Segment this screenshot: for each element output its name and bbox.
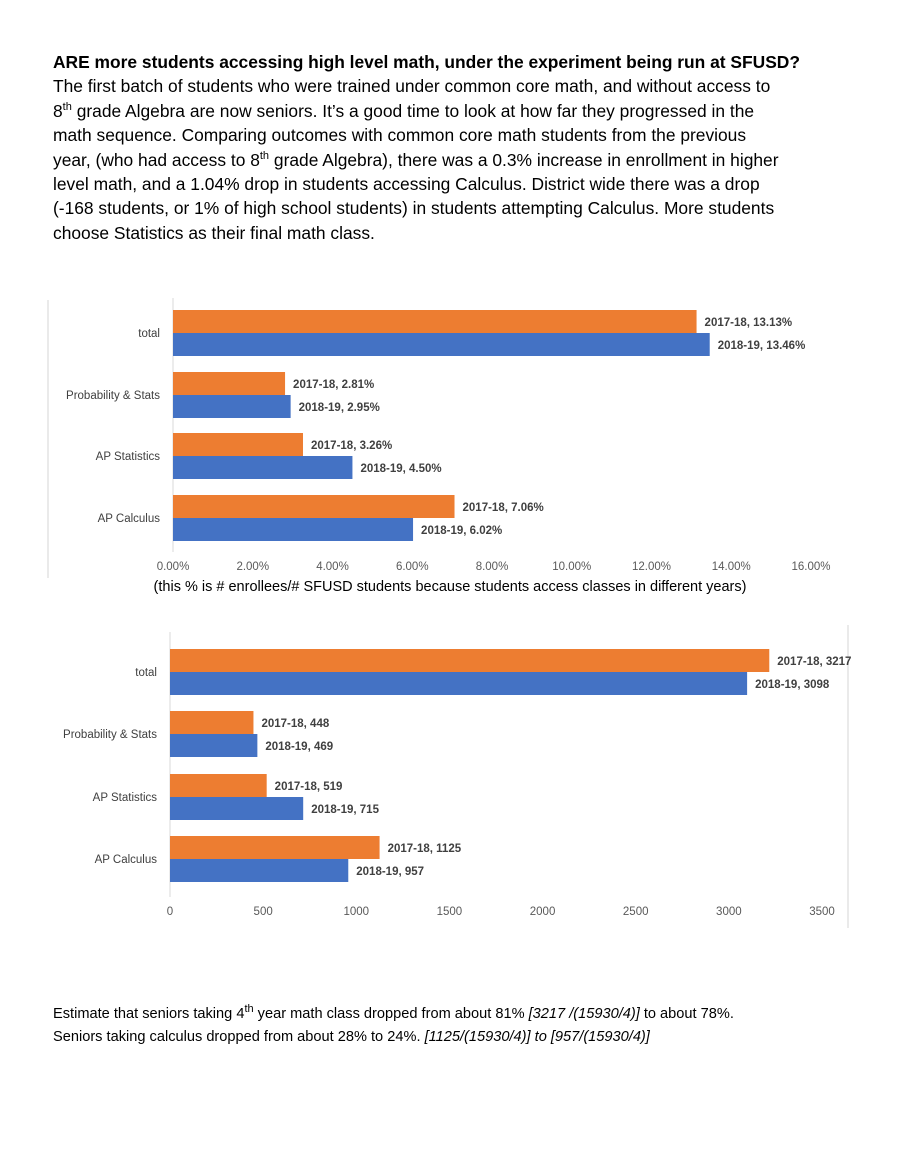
data-label: 2018-19, 715 (311, 804, 379, 816)
bar-2018-19 (173, 395, 291, 418)
x-tick-label: 16.00% (791, 561, 830, 573)
bar-2017-18 (170, 836, 380, 859)
footer-line: Seniors taking calculus dropped from abo… (53, 1029, 425, 1045)
x-tick-label: 0.00% (157, 561, 190, 573)
footer-text: Estimate that seniors taking 4th year ma… (53, 1003, 873, 1049)
category-label: AP Statistics (93, 792, 158, 804)
footer-line: to about 78%. (639, 1006, 734, 1022)
intro-text: ARE more students accessing high level m… (53, 50, 853, 245)
data-label: 2017-18, 7.06% (463, 502, 544, 514)
bar-2018-19 (173, 518, 414, 541)
data-label: 2017-18, 3217 (777, 656, 851, 668)
intro-line: level math, and a 1.04% drop in students… (53, 174, 760, 195)
bar-2018-19 (170, 859, 349, 882)
data-label: 2018-19, 13.46% (718, 340, 806, 352)
data-label: 2018-19, 3098 (755, 679, 830, 691)
category-label: AP Calculus (98, 513, 161, 525)
data-label: 2018-19, 4.50% (360, 463, 441, 475)
bar-2017-18 (170, 711, 254, 734)
formula: [3217 /(15930/4)] (528, 1006, 640, 1022)
intro-line: The first batch of students who were tra… (53, 76, 771, 97)
data-label: 2017-18, 519 (275, 781, 343, 793)
x-tick-label: 1000 (343, 906, 369, 918)
data-label: 2018-19, 957 (356, 866, 424, 878)
category-label: total (138, 328, 160, 340)
category-label: AP Statistics (96, 451, 161, 463)
x-tick-label: 3000 (716, 906, 742, 918)
bar-2018-19 (170, 734, 258, 757)
intro-line: math sequence. Comparing outcomes with c… (53, 125, 747, 146)
x-tick-label: 2.00% (236, 561, 269, 573)
superscript: th (62, 101, 72, 114)
heading: ARE more students accessing high level m… (53, 52, 800, 72)
x-tick-label: 1500 (437, 906, 463, 918)
x-tick-label: 500 (254, 906, 273, 918)
x-tick-label: 12.00% (632, 561, 671, 573)
category-label: Probability & Stats (63, 729, 157, 741)
bar-2018-19 (173, 333, 710, 356)
bar-2017-18 (170, 649, 770, 672)
bar-2017-18 (173, 433, 303, 456)
intro-line: grade Algebra), there was a 0.3% increas… (269, 149, 779, 170)
data-label: 2018-19, 2.95% (299, 402, 380, 414)
footer-line: Estimate that seniors taking 4 (53, 1006, 245, 1022)
x-tick-label: 4.00% (316, 561, 349, 573)
x-tick-label: 14.00% (712, 561, 751, 573)
formula: [1125/(15930/4)] to [957/(15930/4)] (424, 1029, 650, 1045)
data-label: 2018-19, 469 (265, 741, 333, 753)
footer-line: year math class dropped from about 81% (253, 1006, 529, 1022)
data-label: 2017-18, 3.26% (311, 440, 392, 452)
intro-line: choose Statistics as their final math cl… (53, 222, 375, 243)
data-label: 2017-18, 1125 (388, 843, 462, 855)
x-tick-label: 2000 (530, 906, 556, 918)
bar-2017-18 (173, 372, 286, 395)
data-label: 2018-19, 6.02% (421, 525, 502, 537)
superscript: th (244, 1003, 254, 1016)
superscript: th (259, 149, 270, 162)
chart-caption: (this % is # enrollees/# SFUSD students … (153, 579, 747, 595)
intro-line: grade Algebra are now seniors. It’s a go… (71, 100, 755, 121)
x-tick-label: 2500 (623, 906, 649, 918)
bar-2017-18 (173, 495, 455, 518)
x-tick-label: 3500 (809, 906, 835, 918)
category-label: AP Calculus (95, 854, 158, 866)
intro-line: year, (who had access to 8 (53, 149, 260, 170)
bar-2018-19 (173, 456, 353, 479)
data-label: 2017-18, 2.81% (293, 379, 374, 391)
data-label: 2017-18, 13.13% (705, 317, 793, 329)
bar-2018-19 (170, 797, 304, 820)
bar-2018-19 (170, 672, 748, 695)
category-label: total (135, 667, 157, 679)
bar-2017-18 (173, 310, 697, 333)
x-tick-label: 10.00% (552, 561, 591, 573)
x-tick-label: 8.00% (476, 561, 509, 573)
data-label: 2017-18, 448 (261, 718, 329, 730)
category-label: Probability & Stats (66, 390, 160, 402)
intro-line: 8 (53, 100, 63, 121)
intro-line: (-168 students, or 1% of high school stu… (53, 198, 775, 219)
bar-2017-18 (170, 774, 267, 797)
x-tick-label: 6.00% (396, 561, 429, 573)
x-tick-label: 0 (167, 906, 173, 918)
